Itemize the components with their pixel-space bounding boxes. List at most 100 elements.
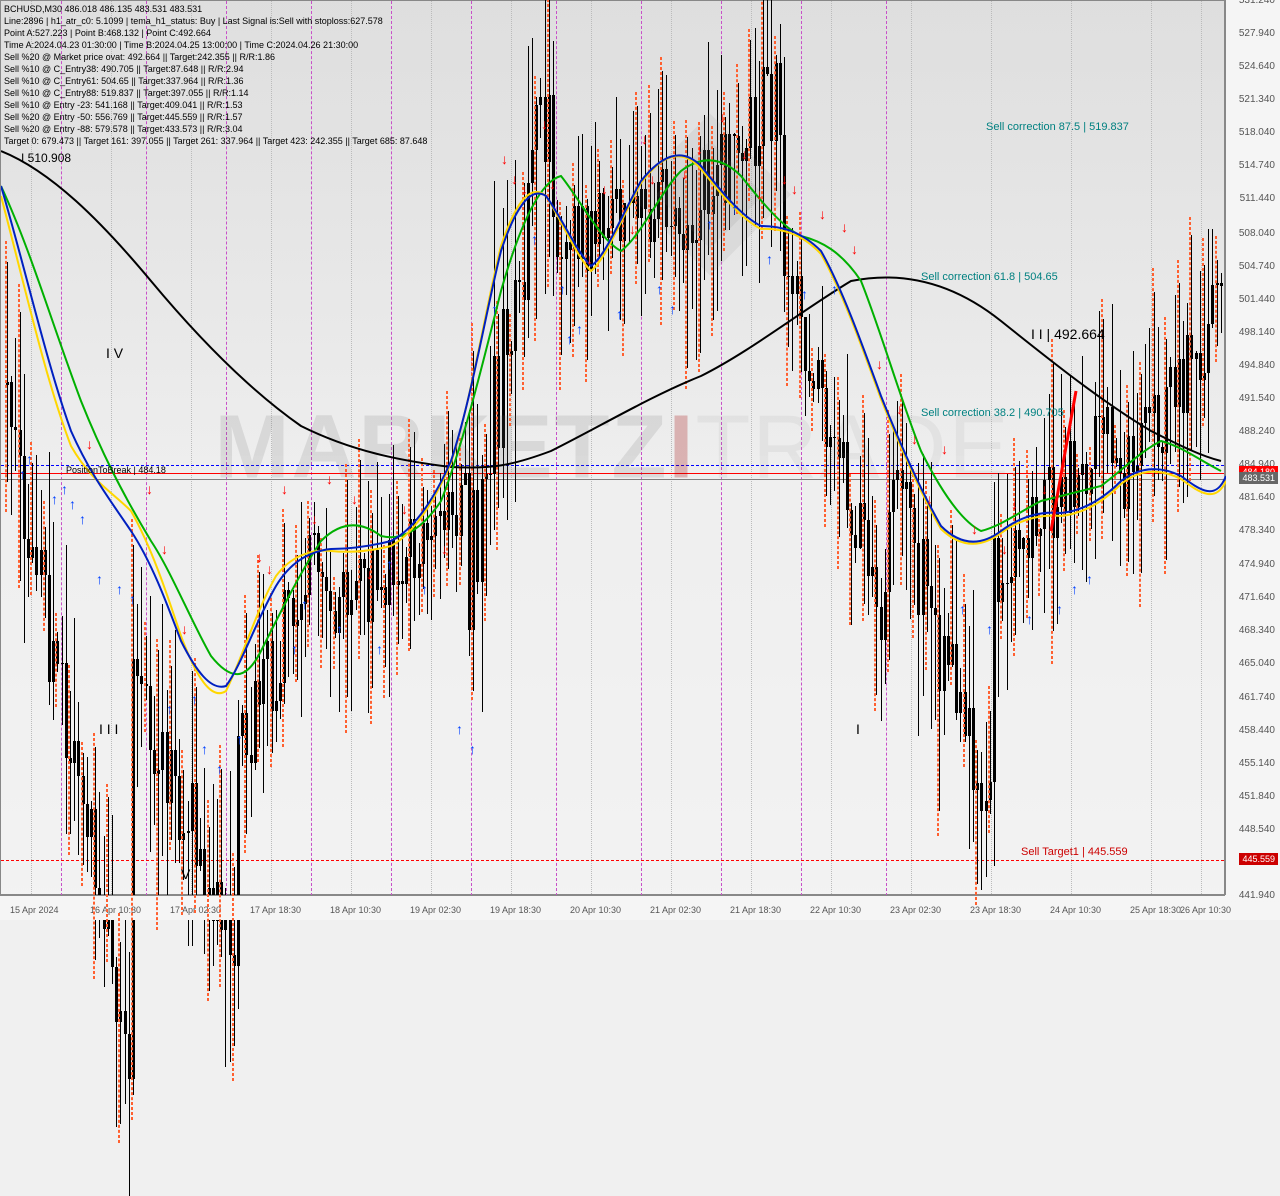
chart-annotation: Sell correction 87.5 | 519.837 <box>986 121 1129 133</box>
arrow-down-icon: ↓ <box>876 356 883 372</box>
arrow-down-icon: ↓ <box>586 251 593 267</box>
arrow-up-icon: ↑ <box>559 281 566 297</box>
price-tick: 501.440 <box>1239 294 1275 305</box>
chart-annotation: Sell correction 61.8 | 504.65 <box>921 271 1058 283</box>
arrow-down-icon: ↓ <box>401 501 408 517</box>
watermark-part2: I <box>668 397 695 497</box>
arrow-up-icon: ↑ <box>531 231 538 247</box>
band-segment <box>1202 238 1204 427</box>
band-segment <box>786 216 788 386</box>
band-segment <box>55 613 57 706</box>
arrow-down-icon: ↓ <box>541 116 548 132</box>
time-tick: 22 Apr 10:30 <box>810 905 861 915</box>
band-segment <box>950 510 952 685</box>
arrow-up-icon: ↑ <box>469 741 476 757</box>
band-segment <box>1063 410 1065 571</box>
arrow-up-icon: ↑ <box>801 286 808 302</box>
price-tick: 494.840 <box>1239 360 1275 371</box>
band-segment <box>824 354 826 528</box>
time-tick: 21 Apr 02:30 <box>650 905 701 915</box>
price-tick: 448.540 <box>1239 824 1275 835</box>
price-tick: 511.440 <box>1240 193 1275 204</box>
info-text: Sell %20 @ Market price ovat: 492.664 ||… <box>4 52 275 62</box>
arrow-up-icon: ↑ <box>61 481 68 497</box>
arrow-down-icon: ↓ <box>256 549 263 565</box>
arrow-down-icon: ↓ <box>681 166 688 182</box>
band-segment <box>925 481 927 670</box>
band-segment <box>635 92 637 284</box>
price-tick: 471.640 <box>1239 592 1275 603</box>
arrow-up-icon: ↑ <box>706 216 713 232</box>
arrow-down-icon: ↓ <box>896 401 903 417</box>
chart-annotation: V <box>181 866 190 882</box>
band-segment <box>1177 260 1179 511</box>
chart-container: MARKETZITRADE ↑↑↑↑↑↑↓↑↑↑↓↓↑↓↑↑↑↑↓↓↓↑↑↓↓↑… <box>0 0 1280 920</box>
arrow-down-icon: ↓ <box>629 221 636 237</box>
arrow-down-icon: ↓ <box>756 186 763 202</box>
price-tick: 458.440 <box>1239 725 1275 736</box>
price-tick: 451.840 <box>1239 791 1275 802</box>
band-segment <box>849 474 851 625</box>
band-segment <box>320 538 322 668</box>
arrow-up-icon: ↑ <box>191 691 198 707</box>
band-segment <box>774 36 776 230</box>
band-segment <box>43 501 45 631</box>
arrow-up-icon: ↑ <box>656 281 663 297</box>
band-segment <box>673 121 675 310</box>
price-tick: 498.140 <box>1239 327 1275 338</box>
arrow-down-icon: ↓ <box>641 131 648 147</box>
arrow-up-icon: ↑ <box>376 641 383 657</box>
time-tick: 20 Apr 10:30 <box>570 905 621 915</box>
band-segment <box>975 740 977 905</box>
band-segment <box>1076 454 1078 535</box>
arrow-down-icon: ↓ <box>161 541 168 557</box>
info-text: Point A:527.223 | Point B:468.132 | Poin… <box>4 28 211 38</box>
price-tick: 514.740 <box>1239 160 1275 171</box>
band-segment <box>547 0 549 287</box>
arrow-down-icon: ↓ <box>649 171 656 187</box>
band-segment <box>572 163 574 357</box>
time-tick: 19 Apr 02:30 <box>410 905 461 915</box>
info-text: Sell %10 @ Entry -23: 541.168 || Target:… <box>4 100 242 110</box>
band-segment <box>1139 362 1141 607</box>
band-segment <box>988 686 990 833</box>
info-text: Sell %10 @ C_Entry88: 519.837 || Target:… <box>4 88 248 98</box>
info-text: Time A:2024.04.23 01:30:00 | Time B:2024… <box>4 40 358 50</box>
band-segment <box>698 122 700 373</box>
arrow-down-icon: ↓ <box>146 481 153 497</box>
info-text: BCHUSD,M30 486.018 486.135 483.531 483.5… <box>4 4 202 14</box>
band-segment <box>156 639 158 929</box>
info-text: Line:2896 | h1_atr_c0: 5.1099 | tema_h1_… <box>4 16 383 26</box>
band-segment <box>610 140 612 274</box>
band-segment <box>144 622 146 732</box>
chart-plot-area[interactable]: MARKETZITRADE ↑↑↑↑↑↑↓↑↑↑↓↓↑↓↑↑↑↑↓↓↓↑↑↓↓↑… <box>0 0 1225 895</box>
arrow-up-icon: ↑ <box>116 581 123 597</box>
price-tick: 518.040 <box>1239 127 1275 138</box>
price-tick: 491.540 <box>1239 393 1275 404</box>
time-tick: 15 Apr 2024 <box>10 905 59 915</box>
chart-annotation: I <box>856 721 860 737</box>
arrow-down-icon: ↓ <box>741 146 748 162</box>
arrow-down-icon: ↓ <box>941 441 948 457</box>
time-tick: 18 Apr 10:30 <box>330 905 381 915</box>
arrow-down-icon: ↓ <box>266 561 273 577</box>
price-tick: 465.040 <box>1239 658 1275 669</box>
time-tick: 19 Apr 18:30 <box>490 905 541 915</box>
arrow-up-icon: ↑ <box>291 641 298 657</box>
arrow-down-icon: ↓ <box>549 176 556 192</box>
price-axis: 531.240527.940524.640521.340518.040514.7… <box>1225 0 1280 895</box>
arrow-up-icon: ↑ <box>831 281 838 297</box>
arrow-down-icon: ↓ <box>696 141 703 157</box>
arrow-up-icon: ↑ <box>959 601 966 617</box>
arrow-down-icon: ↓ <box>719 109 726 125</box>
arrow-down-icon: ↓ <box>601 181 608 197</box>
band-segment <box>408 419 410 651</box>
info-text: Sell %20 @ Entry -88: 579.578 || Target:… <box>4 124 242 134</box>
band-segment <box>18 284 20 589</box>
chart-bg-lower <box>1 456 1224 894</box>
band-segment <box>811 348 813 430</box>
arrow-up-icon: ↑ <box>1086 571 1093 587</box>
band-segment <box>270 593 272 767</box>
arrow-up-icon: ↑ <box>1026 611 1033 627</box>
arrow-up-icon: ↑ <box>616 306 623 322</box>
